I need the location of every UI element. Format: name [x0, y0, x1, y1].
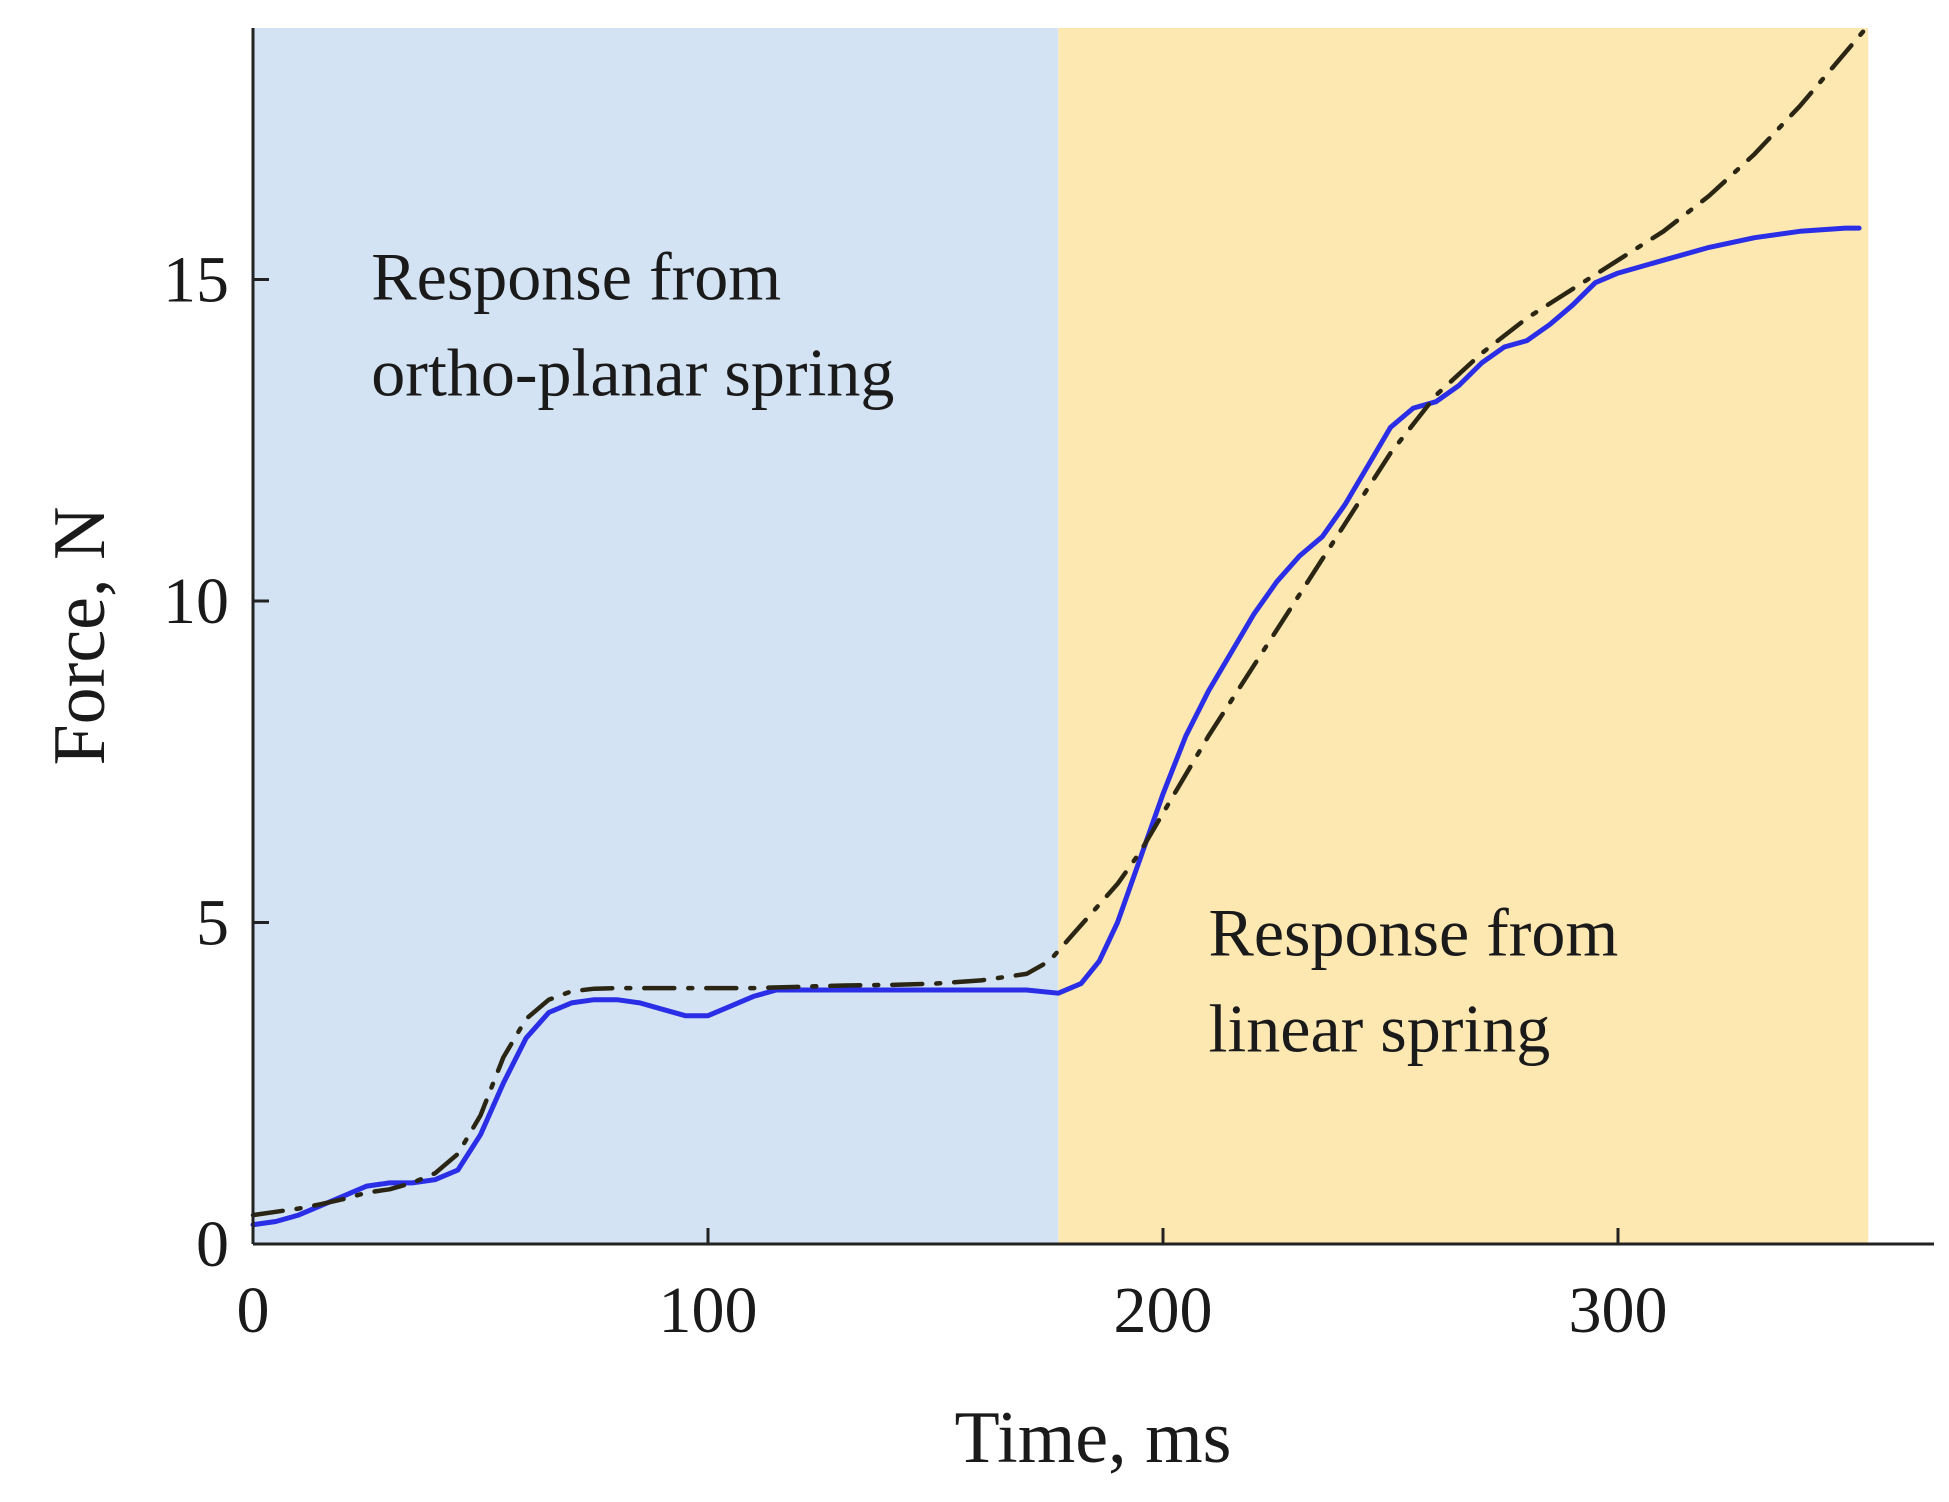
series-measured-line: [250, 225, 1862, 1228]
ortho-planar-annotation-line-1: Response from: [371, 239, 781, 315]
ticks-layer: 0 100 200 300 0 5 10 15: [163, 244, 1668, 1348]
regions-layer: [253, 28, 1869, 1244]
x-tick-label-0: 0: [237, 1274, 270, 1347]
series-layer: [250, 23, 1871, 1228]
x-tick-label-200: 200: [1114, 1274, 1213, 1347]
x-tick-label-300: 300: [1569, 1274, 1668, 1347]
y-tick-label-0: 0: [196, 1208, 229, 1281]
series-model-line: [250, 23, 1871, 1218]
ortho-planar-region: [253, 28, 1059, 1244]
y-tick-label-15: 15: [163, 244, 229, 317]
y-axis-title: Force, N: [39, 507, 121, 766]
x-axis-title: Time, ms: [955, 1397, 1232, 1479]
linear-annotation-line-2: linear spring: [1209, 990, 1551, 1066]
y-tick-label-10: 10: [163, 565, 229, 638]
y-tick-label-5: 5: [196, 887, 229, 960]
ortho-planar-annotation-line-2: ortho-planar spring: [371, 335, 894, 411]
x-tick-label-100: 100: [659, 1274, 758, 1347]
ortho-planar-annotation: Response from ortho-planar spring: [371, 239, 894, 411]
linear-annotation: Response from linear spring: [1209, 894, 1619, 1066]
linear-annotation-line-1: Response from: [1209, 894, 1619, 970]
axes-layer: [251, 28, 1934, 1246]
linear-region: [1058, 28, 1869, 1244]
